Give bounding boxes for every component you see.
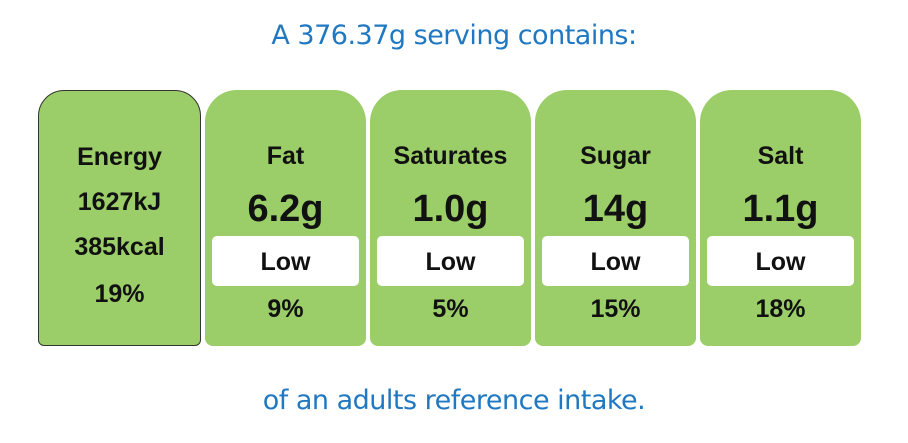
nutrient-name: Saturates (393, 142, 508, 170)
energy-panel: Energy 1627kJ 385kcal 19% (38, 90, 201, 346)
nutrient-panel: Sugar 14g Low 15% (535, 90, 696, 346)
level-box: Low (377, 236, 524, 286)
nutrient-amount: 14g (582, 188, 649, 230)
nutrient-amount: 6.2g (247, 188, 324, 230)
level-box: Low (542, 236, 689, 286)
nutrient-percent: 15% (590, 295, 641, 323)
nutrient-percent: 9% (267, 295, 304, 323)
energy-kcal: 385kcal (74, 233, 165, 261)
nutrient-panel: Salt 1.1g Low 18% (700, 90, 861, 346)
nutrient-percent: 5% (432, 295, 469, 323)
footer: of an adults reference intake. (262, 385, 646, 416)
level-box: Low (212, 236, 359, 286)
nutrient-level: Low (590, 248, 641, 276)
nutrient-name: Sugar (580, 142, 651, 170)
nutrient-percent: 18% (755, 295, 806, 323)
nutrient-level: Low (425, 248, 476, 276)
title: A 376.37g serving contains: (271, 20, 637, 51)
nutrient-amount: 1.1g (742, 188, 819, 230)
level-box: Low (707, 236, 854, 286)
energy-percent: 19% (94, 280, 145, 308)
nutrient-level: Low (755, 248, 806, 276)
nutrient-name: Fat (266, 142, 305, 170)
energy-kj: 1627kJ (77, 188, 162, 216)
nutrient-amount: 1.0g (412, 188, 489, 230)
nutrient-level: Low (260, 248, 311, 276)
energy-label: Energy (77, 143, 162, 171)
nutrient-panel: Fat 6.2g Low 9% (205, 90, 366, 346)
nutrient-name: Salt (757, 142, 804, 170)
nutrient-panel: Saturates 1.0g Low 5% (370, 90, 531, 346)
